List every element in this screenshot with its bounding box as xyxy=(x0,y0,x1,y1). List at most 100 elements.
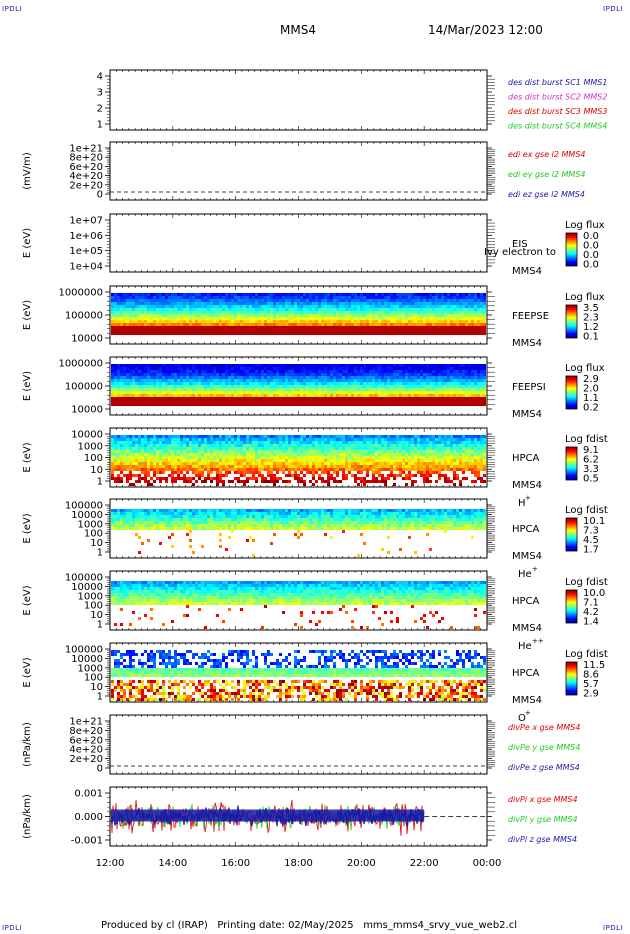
stacked-plot-area: des dist burst SC1 MMS1 des dist burst SC… xyxy=(0,0,630,934)
colorbar-title-p6: Log fdist xyxy=(565,434,608,445)
species-charge-p7: + xyxy=(532,565,538,573)
spectrogram-p6 xyxy=(111,435,486,486)
colorbar-title-p4: Log flux xyxy=(565,292,605,303)
ytick-label-p1: 2 xyxy=(97,104,103,115)
instrument-label-p9: HPCA xyxy=(512,668,540,679)
xtick-label: 12:00 xyxy=(96,858,125,869)
spectrogram-p5 xyxy=(111,364,486,406)
legend-entry-p2: edi ex gse l2 MMS4 xyxy=(508,150,586,159)
colorbar-p7 xyxy=(566,518,577,551)
ytick-label-p5: 10000 xyxy=(71,405,103,416)
ytick-label-p2: 0 xyxy=(97,190,103,201)
spacecraft-label-p5: MMS4 xyxy=(512,409,542,420)
instrument-label-p6: HPCA xyxy=(512,453,540,464)
legend-entry-p2: edi ez gse l2 MMS4 xyxy=(508,190,585,199)
xtick-label: 16:00 xyxy=(221,858,250,869)
panel-p5: E (eV) FEEPSIMMS4Log flux2.92.01.10.2 xyxy=(22,357,605,420)
ytick-label-p3: 1e+05 xyxy=(69,246,103,257)
legend-entry-p1: des dist burst SC2 MMS2 xyxy=(508,93,607,102)
species-charge-p9: + xyxy=(525,709,531,717)
instrument-label-p7: HPCA xyxy=(512,524,540,535)
ylabel-p10: (nPa/km) xyxy=(22,722,33,767)
ytick-label-p6: 1 xyxy=(97,477,103,488)
spacecraft-label-p3: MMS4 xyxy=(512,266,542,277)
colorbar-title-p9: Log fdist xyxy=(565,649,608,660)
colorbar-tick-p3: 0.0 xyxy=(583,260,599,271)
legend-entry-p2: edi ey gse l2 MMS4 xyxy=(508,170,586,179)
colorbar-p9 xyxy=(566,662,577,695)
panel-p10: (nPa/km) divPe x gse MMS4 divPe y gse MMS4… xyxy=(22,715,580,774)
ytick-label-p4: 100000 xyxy=(65,311,103,322)
legend-entry-p10: divPe x gse MMS4 xyxy=(508,723,580,732)
ylabel-p2: (mV/m) xyxy=(22,152,33,190)
colorbar-title-p3: Log flux xyxy=(565,220,605,231)
ytick-label-p4: 1000000 xyxy=(58,288,103,299)
colorbar-p5 xyxy=(566,376,577,409)
xtick-label: 18:00 xyxy=(284,858,313,869)
instrument-label-p8: HPCA xyxy=(512,596,540,607)
colorbar-tick-p9: 2.9 xyxy=(583,689,599,700)
panel-frame-p10 xyxy=(110,715,487,774)
legend-entry-p11: divPi z gse MMS4 xyxy=(508,835,577,844)
legend-entry-p10: divPe z gse MMS4 xyxy=(508,763,580,772)
ylabel-p9: E (eV) xyxy=(22,657,33,687)
ytick-label-p6: 10000 xyxy=(71,430,103,441)
colorbar-title-p7: Log fdist xyxy=(565,505,608,516)
ylabel-p5: E (eV) xyxy=(22,371,33,401)
colorbar-tick-p5: 0.2 xyxy=(583,403,599,414)
colorbar-title-p5: Log flux xyxy=(565,363,605,374)
spacecraft-label-p8: MMS4 xyxy=(512,623,542,634)
overlay-label-p3: Ivy electron to xyxy=(484,247,556,258)
instrument-label-p4: FEEPSE xyxy=(512,311,549,322)
colorbar-p6 xyxy=(566,447,577,480)
ytick-label-p3: 1e+07 xyxy=(69,216,103,227)
spacecraft-label-p4: MMS4 xyxy=(512,338,542,349)
spacecraft-label-p6: MMS4 xyxy=(512,480,542,491)
ytick-label-p3: 1e+06 xyxy=(69,231,103,242)
ytick-label-p6: 10 xyxy=(90,465,103,476)
xtick-label: 22:00 xyxy=(410,858,439,869)
ytick-label-p5: 100000 xyxy=(65,382,103,393)
panel-frame-p3 xyxy=(110,214,487,272)
ytick-label-p11: 0.001 xyxy=(74,789,103,800)
ytick-label-p7: 1 xyxy=(97,548,103,559)
instrument-label-p5: FEEPSI xyxy=(512,382,546,393)
species-label-p7: He xyxy=(518,569,532,580)
spacecraft-label-p9: MMS4 xyxy=(512,695,542,706)
colorbar-tick-p8: 1.4 xyxy=(583,617,599,628)
ytick-label-p11: -0.001 xyxy=(71,836,103,847)
ytick-label-p11: 0.000 xyxy=(74,812,103,823)
spectrogram-p8 xyxy=(111,581,486,629)
panel-p11: (nPa/km) divPi x gse MMS4 divPi y gse MMS4… xyxy=(22,787,578,846)
ytick-label-p9: 1 xyxy=(97,692,103,703)
ylabel-p3: E (eV) xyxy=(22,228,33,258)
ytick-label-p5: 1000000 xyxy=(58,359,103,370)
ytick-label-p4: 10000 xyxy=(71,334,103,345)
spectrogram-p7 xyxy=(111,509,486,557)
colorbar-p3 xyxy=(566,233,577,266)
colorbar-tick-p7: 1.7 xyxy=(583,545,599,556)
xtick-label: 00:00 xyxy=(473,858,502,869)
ytick-label-p10: 0 xyxy=(97,764,103,775)
legend-entry-p1: des dist burst SC3 MMS3 xyxy=(508,107,607,116)
ylabel-p8: E (eV) xyxy=(22,585,33,615)
ytick-label-p1: 1 xyxy=(97,120,103,131)
spacecraft-label-p7: MMS4 xyxy=(512,551,542,562)
species-label-p8: He xyxy=(518,641,532,652)
ylabel-p6: E (eV) xyxy=(22,442,33,472)
ylabel-p4: E (eV) xyxy=(22,300,33,330)
colorbar-title-p8: Log fdist xyxy=(565,577,608,588)
spectrogram-p9 xyxy=(111,650,486,701)
legend-entry-p10: divPe y gse MMS4 xyxy=(508,743,580,752)
species-charge-p6: + xyxy=(525,494,531,502)
ytick-label-p1: 3 xyxy=(97,88,103,99)
colorbar-p4 xyxy=(566,305,577,338)
legend-entry-p11: divPi y gse MMS4 xyxy=(508,815,578,824)
legend-entry-p1: des dist burst SC1 MMS1 xyxy=(508,78,607,87)
ytick-label-p1: 4 xyxy=(97,72,103,83)
